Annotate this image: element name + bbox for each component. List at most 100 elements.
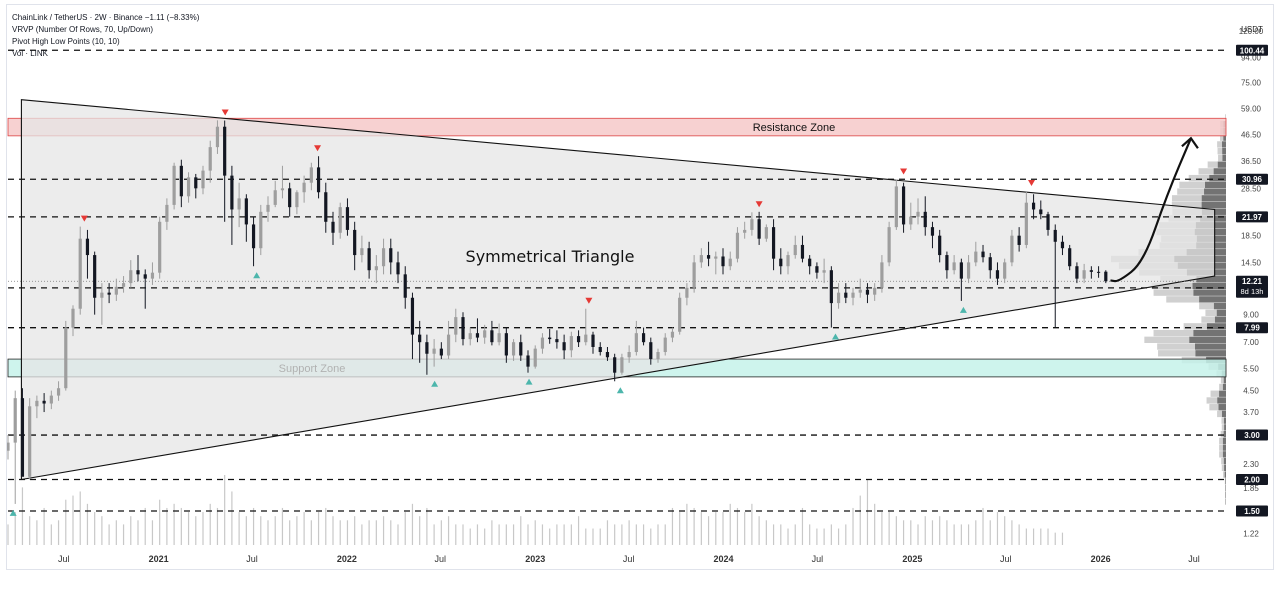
candle-body xyxy=(808,258,812,267)
volume-bar xyxy=(664,524,666,545)
candle-body xyxy=(353,229,357,256)
volume-bar xyxy=(397,524,399,545)
candle-body xyxy=(1068,248,1072,267)
candle-body xyxy=(244,198,248,225)
volume-bar xyxy=(130,516,132,545)
volume-bar xyxy=(274,516,276,545)
volume-profile-row-down xyxy=(1221,410,1226,418)
candle-body xyxy=(1082,270,1086,279)
key-level-badge-bg xyxy=(1236,473,1268,485)
volume-bar xyxy=(72,495,74,545)
time-tick-label: 2022 xyxy=(337,554,357,564)
volume-bar xyxy=(715,512,717,545)
volume-bar xyxy=(173,503,175,545)
candlestick-series xyxy=(6,120,1108,504)
volume-bar xyxy=(758,516,760,545)
candle-body xyxy=(699,255,703,263)
volume-bar xyxy=(382,516,385,545)
candle-body xyxy=(945,255,949,271)
indicator-vrvp[interactable]: VRVP (Number Of Rows, 70, Up/Down) xyxy=(12,25,154,34)
price-tick-label: 9.00 xyxy=(1243,311,1259,320)
volume-profile-row-up xyxy=(1217,141,1223,148)
volume-bar xyxy=(628,520,630,545)
volume-bar xyxy=(122,524,125,545)
volume-bar xyxy=(549,528,551,545)
volume-profile-row-up xyxy=(1183,323,1207,330)
volume-bar xyxy=(159,499,161,545)
volume-bar xyxy=(931,520,934,545)
volume-profile-row-down xyxy=(1222,444,1226,451)
candle-body xyxy=(186,177,191,197)
candle-body xyxy=(129,270,133,284)
candle-body xyxy=(1075,266,1079,279)
volume-bar xyxy=(830,524,832,545)
candle-body xyxy=(1046,214,1050,230)
arrow-head-icon xyxy=(1181,136,1199,149)
time-tick-label: Jul xyxy=(435,554,447,564)
candle-body xyxy=(93,255,97,298)
candle-body xyxy=(208,147,212,171)
volume-profile-row-down xyxy=(1199,296,1226,303)
price-tick-label: 1.22 xyxy=(1243,530,1259,539)
volume-profile-row-down xyxy=(1213,302,1226,310)
candle-body xyxy=(273,190,277,205)
candle-body xyxy=(179,165,183,197)
volume-bar xyxy=(592,528,594,545)
volume-bar xyxy=(187,512,190,545)
pivot-high-marker xyxy=(585,297,593,304)
volume-bar xyxy=(1032,528,1035,545)
candle-body xyxy=(35,400,39,407)
volume-bar xyxy=(339,520,341,545)
volume-profile-row-down xyxy=(1222,154,1226,162)
price-tick-label: 2.30 xyxy=(1243,460,1259,469)
volume-profile-row-up xyxy=(1188,174,1210,182)
candle-body xyxy=(995,270,1000,279)
volume-bar xyxy=(599,528,601,545)
candle-body xyxy=(425,342,429,354)
volume-profile xyxy=(1111,114,1226,505)
candle-body xyxy=(309,167,313,183)
volume-bar xyxy=(57,520,60,545)
volume-bar xyxy=(1011,520,1013,545)
symbol-info[interactable]: ChainLink / TetherUS · 2W · Binance −1.1… xyxy=(12,13,200,22)
pivot-low-marker xyxy=(525,378,533,385)
candle-body xyxy=(49,395,53,404)
candle-body xyxy=(519,342,523,356)
volume-profile-row-down xyxy=(1205,181,1226,189)
candle-body xyxy=(656,352,660,360)
key-level-badge-bg xyxy=(1236,44,1268,56)
volume-bar xyxy=(679,512,681,545)
indicator-volume[interactable]: Vol · LINK xyxy=(12,49,49,58)
volume-bar xyxy=(881,512,883,545)
volume-bar xyxy=(657,524,659,545)
volume-bar xyxy=(650,528,652,545)
key-level-badge-bg xyxy=(1236,211,1268,223)
volume-bar xyxy=(260,516,262,545)
volume-profile-row-down xyxy=(1192,282,1226,290)
candle-body xyxy=(396,262,400,275)
volume-profile-row-down xyxy=(1193,329,1226,337)
indicator-pivots[interactable]: Pivot High Low Points (10, 10) xyxy=(12,37,120,46)
volume-bar xyxy=(505,524,507,545)
candle-body xyxy=(822,270,826,273)
volume-profile-row-down xyxy=(1201,201,1226,209)
candle-body xyxy=(446,334,451,356)
volume-bar xyxy=(216,507,219,545)
volume-bar xyxy=(512,524,515,545)
candle-body xyxy=(548,337,552,340)
candle-body xyxy=(165,204,169,222)
pivot-high-marker xyxy=(900,168,908,175)
key-level-badge-text: 21.97 xyxy=(1242,213,1263,222)
candle-body xyxy=(381,248,386,267)
candle-body xyxy=(194,177,198,189)
volume-profile-row-up xyxy=(1171,195,1202,202)
volume-bar xyxy=(267,520,269,545)
candle-body xyxy=(64,327,68,389)
volume-bar xyxy=(621,524,623,545)
candle-body xyxy=(706,255,711,259)
volume-profile-row-up xyxy=(1144,336,1190,343)
volume-bar xyxy=(108,524,110,545)
candle-body xyxy=(143,274,147,279)
candle-body xyxy=(78,238,82,309)
